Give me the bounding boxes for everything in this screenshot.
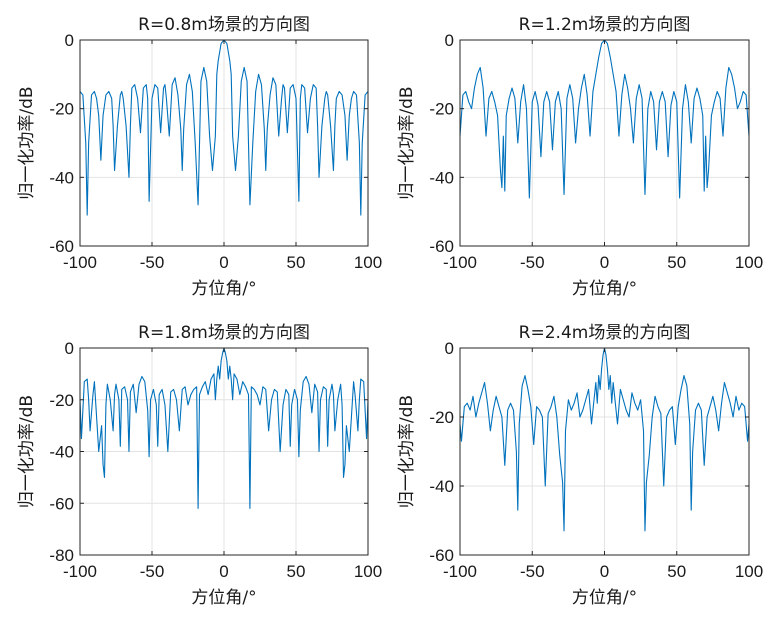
y-axis-label: 归一化功率/dB [397,86,417,199]
subplot-4: -100 -50 0 50 100 -60 -40 -20 0 R=2.4m场景的方向图方位角/°… [397,323,763,608]
x-tick-label: -50 [520,253,545,272]
y-tick-label: -60 [429,546,454,565]
x-axis-label: 方位角/° [191,588,256,608]
subplot-3: -100 -50 0 50 100 -80 -60 -40 -20 0 R=1.8m场景的方向图方位… [17,323,382,608]
x-tick-label: -50 [520,562,545,581]
y-tick-label: -40 [429,168,454,187]
y-tick-label: -40 [49,168,74,187]
subplot-title: R=1.8m场景的方向图 [138,323,310,343]
x-tick-label: 0 [600,253,609,272]
y-tick-label: -20 [49,100,74,119]
x-tick-label: 50 [287,562,306,581]
x-tick-label: 50 [667,562,686,581]
x-tick-label: 50 [667,253,686,272]
x-tick-label: 0 [600,562,609,581]
x-tick-label: 100 [735,253,763,272]
x-tick-label: -100 [63,562,97,581]
y-tick-label: -60 [49,237,74,256]
subplot-title: R=0.8m场景的方向图 [138,15,310,35]
y-axis-label: 归一化功率/dB [17,395,37,508]
x-tick-label: -100 [443,562,477,581]
y-tick-label: 0 [65,339,74,358]
y-tick-label: 0 [445,339,454,358]
y-axis-label: 归一化功率/dB [17,86,37,199]
x-tick-label: -100 [443,253,477,272]
x-axis-label: 方位角/° [572,588,637,608]
y-tick-label: -40 [429,477,454,496]
y-tick-label: -20 [49,391,74,410]
subplot-1: -100 -50 0 50 100 -60 -40 -20 0 R=0.8m场景的方向图方位角/°… [17,15,382,299]
x-axis-label: 方位角/° [572,279,637,299]
x-axis-label: 方位角/° [191,279,256,299]
x-tick-label: 100 [354,562,382,581]
y-tick-label: 0 [65,31,74,50]
subplot-title: R=1.2m场景的方向图 [519,15,691,35]
x-tick-label: 50 [287,253,306,272]
y-tick-label: -60 [429,237,454,256]
y-tick-label: -20 [429,408,454,427]
y-tick-label: 0 [445,31,454,50]
y-tick-label: -20 [429,100,454,119]
x-tick-label: 0 [219,562,228,581]
y-tick-label: -40 [49,443,74,462]
subplot-title: R=2.4m场景的方向图 [519,323,691,343]
y-tick-label: -60 [49,494,74,513]
x-tick-label: 100 [735,562,763,581]
x-tick-label: 0 [219,253,228,272]
x-tick-label: -50 [140,562,165,581]
x-tick-label: 100 [354,253,382,272]
subplot-2: -100 -50 0 50 100 -60 -40 -20 0 R=1.2m场景的方向图方位角/°… [397,15,763,299]
x-tick-label: -100 [63,253,97,272]
y-axis-label: 归一化功率/dB [397,395,417,508]
y-tick-label: -80 [49,546,74,565]
x-tick-label: -50 [140,253,165,272]
